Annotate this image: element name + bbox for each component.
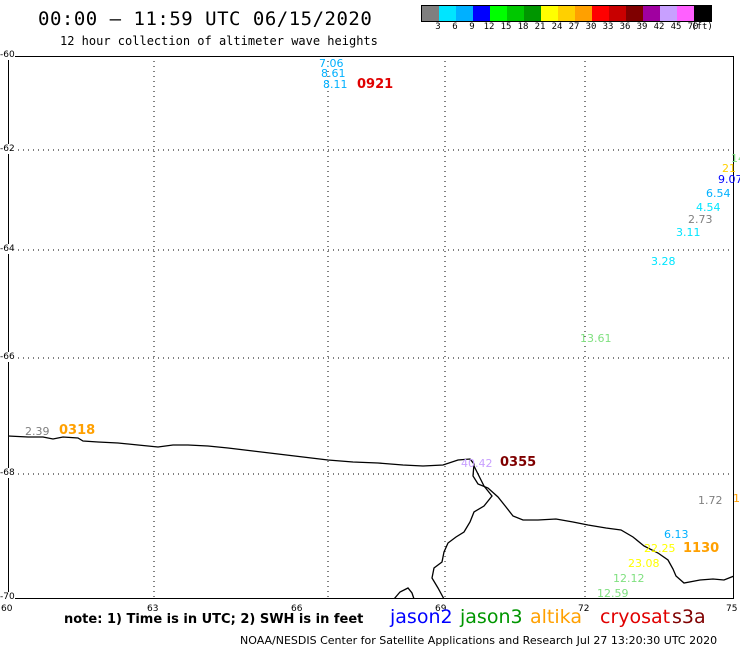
longitude-tick-label: 69 bbox=[435, 604, 447, 614]
wave-height-value: 8.11 bbox=[323, 78, 348, 91]
scale-label: 30 bbox=[585, 22, 597, 32]
latitude-tick-label: -66 bbox=[0, 352, 15, 362]
wave-height-value: 1 bbox=[733, 492, 740, 505]
map-title: 00:00 – 11:59 UTC 06/15/2020 bbox=[38, 8, 373, 30]
scale-label: 18 bbox=[517, 22, 529, 32]
satellite-legend-item: cryosat bbox=[600, 606, 671, 628]
scale-swatch bbox=[422, 6, 439, 21]
longitude-tick-label: 63 bbox=[147, 604, 159, 614]
wave-height-value: 3.28 bbox=[651, 255, 676, 268]
wave-height-value: 22.25 bbox=[644, 542, 676, 555]
wave-height-value: 14 bbox=[731, 152, 740, 165]
pass-time-label: 0355 bbox=[500, 455, 537, 470]
latitude-tick-label: -70 bbox=[0, 592, 15, 602]
pass-time-label: 0318 bbox=[59, 423, 96, 438]
scale-label: 42 bbox=[653, 22, 665, 32]
latitude-tick-label: -64 bbox=[0, 244, 15, 254]
scale-label: 9 bbox=[469, 22, 475, 32]
scale-swatch bbox=[609, 6, 626, 21]
latitude-tick-label: -62 bbox=[0, 144, 15, 154]
scale-label: 27 bbox=[568, 22, 580, 32]
scale-swatch bbox=[626, 6, 643, 21]
scale-label: 36 bbox=[619, 22, 631, 32]
altimeter-map bbox=[8, 56, 734, 599]
scale-swatch bbox=[524, 6, 541, 21]
scale-label: 33 bbox=[602, 22, 614, 32]
scale-label: 70 bbox=[687, 22, 699, 32]
longitude-tick-label: 72 bbox=[578, 604, 590, 614]
wave-height-value: 9.07 bbox=[718, 173, 740, 186]
scale-swatch bbox=[677, 6, 694, 21]
wave-height-value: 13.61 bbox=[580, 332, 612, 345]
wave-height-value: 3.11 bbox=[676, 226, 701, 239]
wave-height-value: 1.72 bbox=[698, 494, 723, 507]
wave-height-value: 40.42 bbox=[461, 457, 493, 470]
pass-time-label: 0921 bbox=[357, 77, 394, 92]
scale-swatch bbox=[490, 6, 507, 21]
coastline-fragment bbox=[393, 587, 415, 599]
scale-label: (ft) bbox=[691, 22, 713, 32]
wave-height-value: 2.39 bbox=[25, 425, 50, 438]
scale-swatch bbox=[439, 6, 456, 21]
map-frame bbox=[8, 56, 734, 599]
scale-swatch bbox=[473, 6, 490, 21]
scale-label: 21 bbox=[534, 22, 546, 32]
latitude-tick-label: -60 bbox=[0, 50, 15, 60]
scale-swatch bbox=[541, 6, 558, 21]
latitude-tick-label: -68 bbox=[0, 468, 15, 478]
footer-credit: NOAA/NESDIS Center for Satellite Applica… bbox=[240, 634, 718, 647]
wave-height-value: 21 bbox=[722, 162, 736, 175]
gridlines bbox=[8, 56, 734, 599]
scale-swatch bbox=[456, 6, 473, 21]
scale-label: 6 bbox=[452, 22, 458, 32]
scale-swatch bbox=[660, 6, 677, 21]
scale-label: 3 bbox=[435, 22, 441, 32]
longitude-tick-label: 75 bbox=[726, 604, 738, 614]
scale-swatch bbox=[575, 6, 592, 21]
wave-height-value: 7.06 bbox=[319, 57, 344, 70]
wave-height-value: 23.08 bbox=[628, 557, 660, 570]
antarctic-coastline bbox=[8, 435, 734, 584]
wave-height-value: 6.13 bbox=[664, 528, 689, 541]
wave-height-value: 12.12 bbox=[613, 572, 645, 585]
scale-swatch bbox=[558, 6, 575, 21]
map-subtitle: 12 hour collection of altimeter wave hei… bbox=[60, 34, 378, 48]
footer-note: note: 1) Time is in UTC; 2) SWH is in fe… bbox=[64, 612, 364, 627]
wave-height-value: 6.54 bbox=[706, 187, 731, 200]
scale-swatch bbox=[592, 6, 609, 21]
satellite-legend-item: jason3 bbox=[460, 606, 523, 628]
wave-height-value: 2.73 bbox=[688, 213, 713, 226]
scale-label: 45 bbox=[670, 22, 682, 32]
ice-shelf-inlet bbox=[431, 465, 493, 599]
wave-height-color-scale bbox=[421, 5, 712, 22]
wave-height-value: 4.54 bbox=[696, 201, 721, 214]
scale-swatch bbox=[694, 6, 711, 21]
longitude-tick-label: 66 bbox=[291, 604, 303, 614]
scale-label: 39 bbox=[636, 22, 648, 32]
wave-height-value: 8.61 bbox=[321, 67, 346, 80]
scale-swatch bbox=[507, 6, 524, 21]
scale-label: 15 bbox=[500, 22, 512, 32]
pass-time-label: 1130 bbox=[683, 541, 720, 556]
longitude-tick-label: 60 bbox=[1, 604, 13, 614]
scale-label: 12 bbox=[483, 22, 495, 32]
satellite-legend-item: altika bbox=[530, 606, 582, 628]
wave-height-value: 12.59 bbox=[597, 587, 629, 600]
satellite-legend-item: jason2 bbox=[390, 606, 453, 628]
satellite-legend-item: s3a bbox=[672, 606, 706, 628]
scale-label: 24 bbox=[551, 22, 563, 32]
scale-swatch bbox=[643, 6, 660, 21]
